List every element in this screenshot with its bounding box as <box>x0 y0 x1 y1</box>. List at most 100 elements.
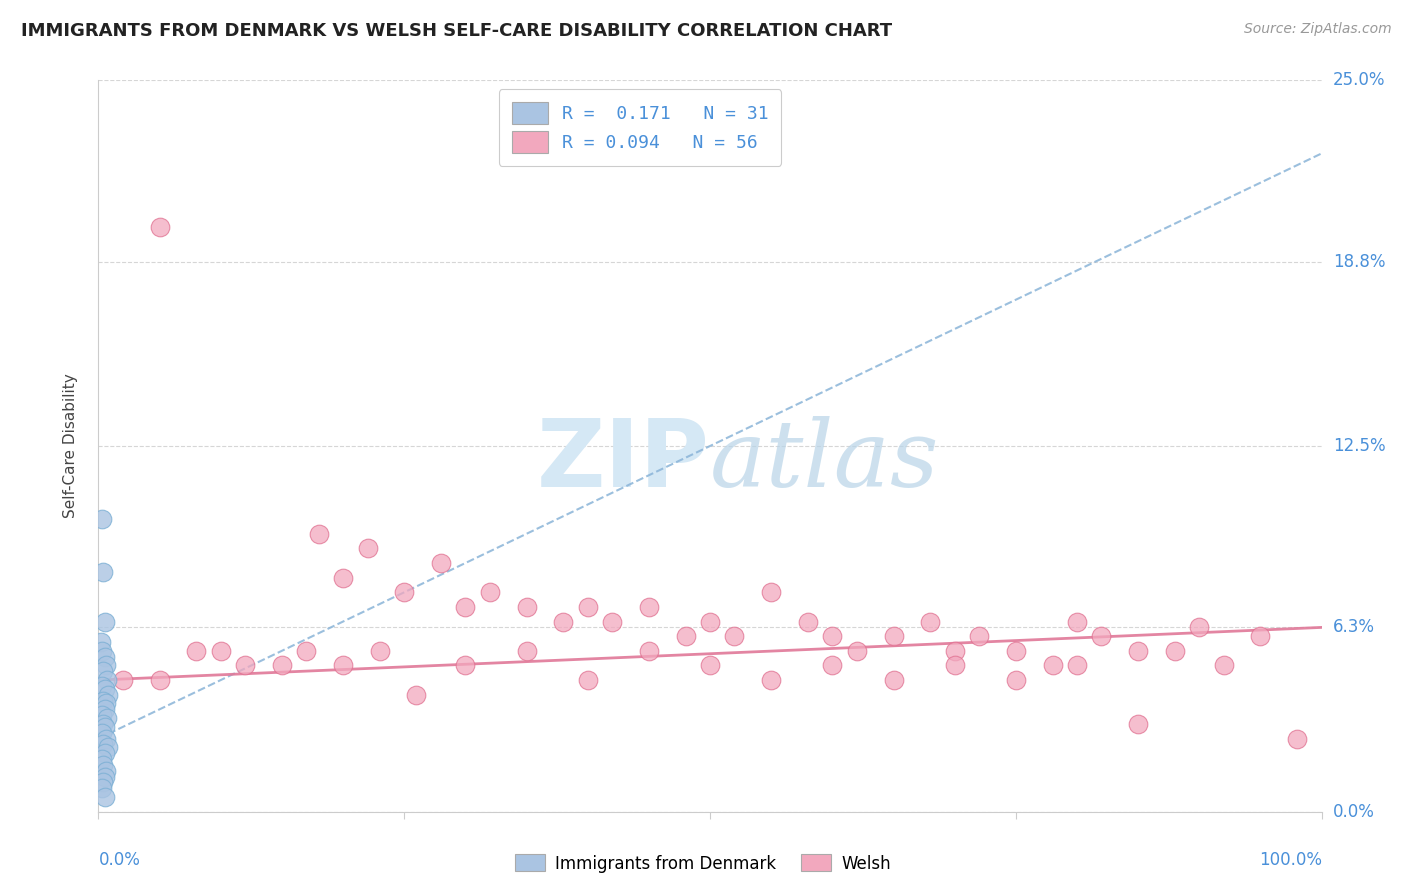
Point <box>675 629 697 643</box>
Text: 25.0%: 25.0% <box>1333 71 1385 89</box>
Point <box>1004 644 1026 658</box>
Point <box>91 679 114 693</box>
Point <box>1042 658 1064 673</box>
Point <box>1090 629 1112 643</box>
Point <box>186 644 208 658</box>
Point <box>97 740 120 755</box>
Point <box>91 738 114 752</box>
Point <box>91 775 114 789</box>
Point <box>295 644 318 658</box>
Point <box>1004 673 1026 687</box>
Point <box>761 673 783 687</box>
Text: 6.3%: 6.3% <box>1333 618 1375 636</box>
Point <box>1066 658 1088 673</box>
Text: ZIP: ZIP <box>537 415 710 507</box>
Point <box>93 720 115 734</box>
Point <box>93 746 115 760</box>
Point <box>516 644 538 658</box>
Point <box>93 770 115 784</box>
Point <box>149 219 172 234</box>
Point <box>516 599 538 614</box>
Point <box>1164 644 1187 658</box>
Point <box>91 781 114 796</box>
Point <box>920 615 942 629</box>
Point <box>94 764 117 778</box>
Point <box>1066 615 1088 629</box>
Text: 12.5%: 12.5% <box>1333 437 1385 455</box>
Text: 18.8%: 18.8% <box>1333 252 1385 270</box>
Point <box>943 644 966 658</box>
Point <box>332 658 354 673</box>
Point <box>1128 644 1150 658</box>
Point <box>1212 658 1234 673</box>
Point <box>883 629 905 643</box>
Point <box>637 644 661 658</box>
Point <box>91 693 114 707</box>
Point <box>576 673 599 687</box>
Point <box>93 615 115 629</box>
Point <box>91 644 114 658</box>
Point <box>91 758 114 772</box>
Point <box>797 615 820 629</box>
Point <box>454 658 477 673</box>
Point <box>97 688 120 702</box>
Point <box>149 673 172 687</box>
Text: 100.0%: 100.0% <box>1258 851 1322 869</box>
Point <box>308 526 330 541</box>
Point <box>1188 620 1211 634</box>
Point <box>699 615 721 629</box>
Point <box>1128 717 1150 731</box>
Point <box>94 731 117 746</box>
Point <box>821 629 844 643</box>
Legend: Immigrants from Denmark, Welsh: Immigrants from Denmark, Welsh <box>509 847 897 880</box>
Point <box>93 649 115 664</box>
Point <box>943 658 966 673</box>
Point <box>91 512 114 526</box>
Text: 0.0%: 0.0% <box>98 851 141 869</box>
Point <box>96 673 118 687</box>
Text: 0.0%: 0.0% <box>1333 803 1375 821</box>
Point <box>600 615 623 629</box>
Point <box>233 658 256 673</box>
Point <box>332 571 354 585</box>
Point <box>392 585 416 599</box>
Point <box>91 717 114 731</box>
Point <box>93 681 115 696</box>
Point <box>356 541 378 556</box>
Point <box>209 644 232 658</box>
Point <box>553 615 575 629</box>
Point <box>368 644 391 658</box>
Point <box>454 599 477 614</box>
Point <box>723 629 745 643</box>
Point <box>93 702 115 716</box>
Point <box>478 585 501 599</box>
Point <box>821 658 844 673</box>
Point <box>637 599 661 614</box>
Point <box>883 673 905 687</box>
Point <box>91 708 114 723</box>
Point <box>270 658 294 673</box>
Point <box>405 688 427 702</box>
Point <box>967 629 990 643</box>
Point <box>576 599 599 614</box>
Point <box>93 790 115 805</box>
Point <box>761 585 783 599</box>
Legend: R =  0.171   N = 31, R = 0.094   N = 56: R = 0.171 N = 31, R = 0.094 N = 56 <box>499 89 782 166</box>
Point <box>699 658 721 673</box>
Point <box>1286 731 1309 746</box>
Point <box>111 673 134 687</box>
Point <box>96 711 118 725</box>
Text: atlas: atlas <box>710 416 939 506</box>
Point <box>94 658 117 673</box>
Text: Source: ZipAtlas.com: Source: ZipAtlas.com <box>1244 22 1392 37</box>
Point <box>91 665 114 679</box>
Point <box>1250 629 1272 643</box>
Point <box>430 556 453 570</box>
Point <box>94 697 117 711</box>
Point <box>90 635 112 649</box>
Point <box>845 644 868 658</box>
Point <box>91 565 114 579</box>
Point <box>91 725 114 739</box>
Point <box>91 752 114 766</box>
Y-axis label: Self-Care Disability: Self-Care Disability <box>63 374 77 518</box>
